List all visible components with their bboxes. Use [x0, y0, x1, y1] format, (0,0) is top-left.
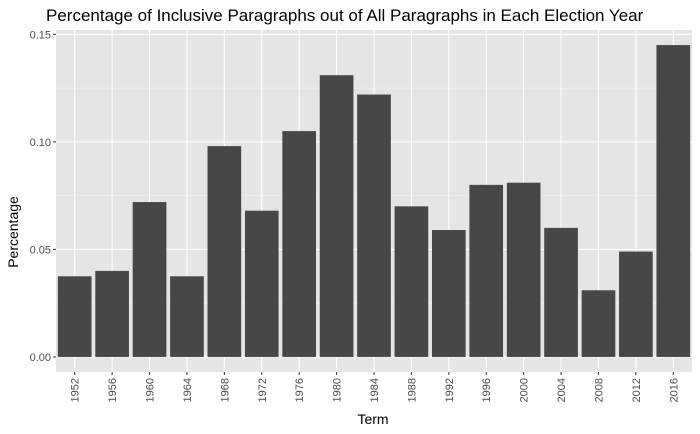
y-tick-label: 0.15 [30, 29, 51, 41]
bar-1992 [431, 230, 466, 357]
bar-2008 [581, 290, 616, 357]
chart-title: Percentage of Inclusive Paragraphs out o… [46, 6, 644, 25]
x-axis: 1952 1956 1960 1964 1968 1972 1976 1980 1984 1988… [70, 372, 680, 402]
bar-1988 [394, 206, 429, 357]
x-tick-label: 1988 [406, 378, 418, 402]
x-tick-label: 2004 [556, 378, 568, 402]
bar-1972 [244, 210, 279, 357]
bar-1976 [282, 131, 317, 357]
x-tick-label: 1996 [481, 378, 493, 402]
x-tick-label: 1956 [107, 378, 119, 402]
x-tick-label: 1992 [444, 378, 456, 402]
bar-2004 [544, 227, 578, 357]
bar-1984 [357, 94, 391, 357]
bar-1964 [170, 276, 204, 357]
x-tick-label: 1952 [70, 378, 82, 402]
x-tick-label: 1984 [369, 378, 381, 402]
x-tick-label: 2000 [519, 378, 531, 402]
x-tick-label: 1968 [219, 378, 231, 402]
x-tick-label: 2016 [668, 378, 680, 402]
x-tick-label: 1980 [332, 378, 344, 402]
x-tick-label: 2008 [593, 378, 605, 402]
x-axis-title: Term [357, 411, 388, 427]
y-axis: 0.00 0.05 0.10 0.15 [30, 29, 56, 364]
bar-2016 [656, 45, 691, 357]
bar-1952 [57, 276, 92, 357]
y-tick-label: 0.05 [30, 244, 51, 256]
x-tick-label: 1960 [145, 378, 157, 402]
y-axis-title: Percentage [5, 196, 21, 268]
bars [57, 45, 691, 357]
bar-1996 [469, 184, 504, 357]
x-tick-label: 2012 [631, 378, 643, 402]
bar-1980 [319, 75, 354, 357]
bar-1960 [132, 202, 167, 357]
x-tick-label: 1972 [257, 378, 269, 402]
bar-1956 [95, 270, 129, 357]
bar-2012 [619, 251, 653, 357]
y-tick-label: 0.00 [30, 352, 51, 364]
x-tick-label: 1976 [294, 378, 306, 402]
bar-2000 [506, 182, 541, 357]
y-tick-label: 0.10 [30, 137, 51, 149]
bar-1968 [207, 146, 242, 357]
x-tick-label: 1964 [182, 378, 194, 402]
